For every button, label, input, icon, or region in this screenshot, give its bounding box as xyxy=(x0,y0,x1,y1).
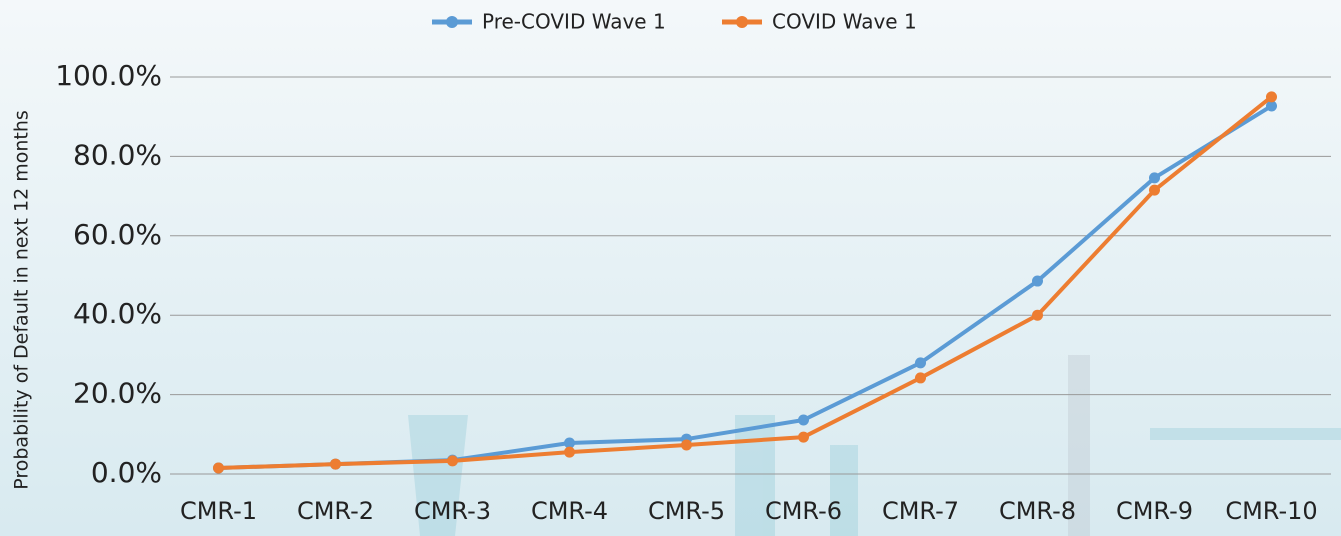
legend-marker xyxy=(736,16,748,28)
legend-label: COVID Wave 1 xyxy=(772,10,917,34)
y-tick-label: 40.0% xyxy=(73,297,162,330)
x-tick-label: CMR-4 xyxy=(531,497,608,525)
point xyxy=(798,415,809,426)
point xyxy=(330,459,341,470)
point xyxy=(915,357,926,368)
y-tick-label: 80.0% xyxy=(73,138,162,171)
point xyxy=(1266,91,1277,102)
point xyxy=(1149,185,1160,196)
x-tick-label: CMR-7 xyxy=(882,497,959,525)
point xyxy=(915,372,926,383)
y-tick-label: 20.0% xyxy=(73,377,162,410)
legend-marker xyxy=(446,16,458,28)
x-tick-label: CMR-8 xyxy=(999,497,1076,525)
x-tick-label: CMR-6 xyxy=(765,497,842,525)
y-tick-label: 60.0% xyxy=(73,218,162,251)
point xyxy=(1032,276,1043,287)
y-tick-label: 100.0% xyxy=(55,59,162,92)
x-tick-label: CMR-2 xyxy=(297,497,374,525)
x-tick-label: CMR-9 xyxy=(1116,497,1193,525)
point xyxy=(681,440,692,451)
point xyxy=(447,455,458,466)
background xyxy=(0,0,1341,536)
x-tick-label: CMR-10 xyxy=(1225,497,1317,525)
x-tick-label: CMR-3 xyxy=(414,497,491,525)
y-axis-title: Probability of Default in next 12 months xyxy=(11,110,33,490)
x-tick-label: CMR-5 xyxy=(648,497,725,525)
point xyxy=(564,447,575,458)
x-tick-label: CMR-1 xyxy=(180,497,257,525)
legend-label: Pre-COVID Wave 1 xyxy=(482,10,666,34)
y-tick-label: 0.0% xyxy=(91,456,162,489)
point xyxy=(798,432,809,443)
point xyxy=(1032,310,1043,321)
point xyxy=(213,463,224,474)
point xyxy=(1149,172,1160,183)
chart: Probability of Default in next 12 months… xyxy=(0,0,1341,536)
